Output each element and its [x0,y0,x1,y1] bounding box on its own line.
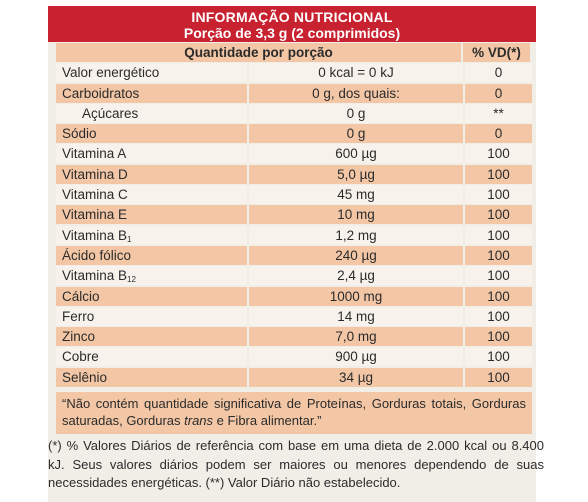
nutrition-table: Quantidade por porção % VD(*) Valor ener… [56,43,532,388]
nutrient-vd: 100 [465,164,532,184]
nutrient-name: Vitamina D [56,164,247,184]
nutrient-quantity: 600 µg [249,144,463,164]
nutrient-name-text: Vitamina B [62,227,128,243]
nutrient-name: Vitamina C [56,185,247,205]
nutrient-name: Selênio [56,367,247,387]
note-text: “Não contém quantidade significativa de … [62,396,526,428]
nutrient-name-text: Ácido fólico [62,247,132,263]
nutrient-vd: 100 [465,144,532,164]
note-italic: trans [184,413,214,428]
nutrient-vd: 0 [465,124,532,144]
nutrient-name: Valor energético [56,63,247,83]
nutrient-name-text: Vitamina E [62,207,128,223]
table-row: Vitamina D 5,0 µg 100 [56,164,532,184]
nutrient-quantity: 2,4 µg [249,266,463,286]
table-row: Selênio 34 µg 100 [56,367,532,387]
nutrient-note: “Não contém quantidade significativa de … [56,392,532,434]
table-row: Cobre 900 µg 100 [56,347,532,367]
nutrient-name: Açúcares [56,103,247,123]
table-body: Valor energético 0 kcal = 0 kJ 0 Carboidrat… [56,63,532,387]
nutrient-name: Vitamina B1 [56,225,247,245]
nutrient-name-text: Sódio [62,126,97,142]
nutrient-name-text: Valor energético [62,65,160,81]
nutrient-vd: 100 [465,205,532,225]
nutrient-vd: 100 [465,347,532,367]
nutrient-name: Cobre [56,347,247,367]
table-header-row: Quantidade por porção % VD(*) [56,43,532,62]
nutrient-quantity: 1000 mg [249,286,463,306]
nutrient-name: Vitamina A [56,144,247,164]
nutrient-vd: 100 [465,306,532,326]
nutrient-name-text: Cobre [62,349,99,365]
footnote: (*) % Valores Diários de referência com … [48,438,544,490]
nutrient-vd: 100 [465,225,532,245]
nutrient-vd: ** [465,103,532,123]
nutrition-title: INFORMAÇÃO NUTRICIONAL [191,9,393,25]
nutrient-vd: 100 [465,327,532,347]
table-row: Cálcio 1000 mg 100 [56,286,532,306]
nutrient-vd: 100 [465,185,532,205]
nutrient-name: Cálcio [56,286,247,306]
nutrient-quantity: 34 µg [249,367,463,387]
nutrient-quantity: 45 mg [249,185,463,205]
nutrient-vd: 100 [465,367,532,387]
nutrient-quantity: 900 µg [249,347,463,367]
table-row: Ácido fólico 240 µg 100 [56,245,532,265]
nutrient-name-text: Vitamina B [62,268,128,284]
nutrient-quantity: 0 kcal = 0 kJ [249,63,463,83]
nutrient-quantity: 0 g [249,124,463,144]
nutrient-name: Sódio [56,124,247,144]
table-row: Vitamina B1 1,2 mg 100 [56,225,532,245]
note-text-end: e Fibra alimentar.” [213,413,322,428]
nutrient-name: Vitamina B12 [56,266,247,286]
table-row: Vitamina B12 2,4 µg 100 [56,266,532,286]
nutrient-vd: 0 [465,63,532,83]
column-header-vd: % VD(*) [463,43,530,62]
nutrient-name: Ferro [56,306,247,326]
nutrient-subscript: 12 [127,275,136,285]
nutrition-header: INFORMAÇÃO NUTRICIONAL Porção de 3,3 g (… [48,6,536,42]
nutrient-name-text: Ferro [62,308,95,324]
table-row: Vitamina E 10 mg 100 [56,205,532,225]
nutrient-subscript: 1 [127,234,132,244]
table-row: Vitamina C 45 mg 100 [56,185,532,205]
nutrient-name: Vitamina E [56,205,247,225]
nutrient-name: Zinco [56,327,247,347]
nutrient-quantity: 10 mg [249,205,463,225]
nutrient-vd: 100 [465,286,532,306]
nutrient-name-text: Cálcio [62,288,100,304]
nutrient-quantity: 14 mg [249,306,463,326]
table-row: Valor energético 0 kcal = 0 kJ 0 [56,63,532,83]
nutrient-quantity: 0 g, dos quais: [249,83,463,103]
nutrient-quantity: 7,0 mg [249,327,463,347]
column-header-quantity: Quantidade por porção [56,43,461,62]
table-row: Açúcares 0 g ** [56,103,532,123]
nutrient-name: Ácido fólico [56,245,247,265]
nutrient-name-text: Vitamina A [62,146,127,162]
nutrient-quantity: 5,0 µg [249,164,463,184]
nutrient-vd: 100 [465,245,532,265]
nutrient-quantity: 240 µg [249,245,463,265]
nutrient-name-text: Vitamina C [62,187,128,203]
table-row: Ferro 14 mg 100 [56,306,532,326]
nutrient-vd: 100 [465,266,532,286]
nutrient-name-text: Açúcares [82,105,139,121]
nutrient-quantity: 0 g [249,103,463,123]
nutrient-name-text: Zinco [62,329,96,345]
table-row: Vitamina A 600 µg 100 [56,144,532,164]
portion-label: Porção de 3,3 g (2 comprimidos) [183,25,401,41]
nutrient-quantity: 1,2 mg [249,225,463,245]
table-row: Carboidratos 0 g, dos quais: 0 [56,83,532,103]
nutrient-name-text: Carboidratos [62,85,140,101]
table-row: Zinco 7,0 mg 100 [56,327,532,347]
nutrient-name-text: Vitamina D [62,166,128,182]
nutrient-name: Carboidratos [56,83,247,103]
nutrient-name-text: Selênio [62,369,108,385]
nutrient-vd: 0 [465,83,532,103]
